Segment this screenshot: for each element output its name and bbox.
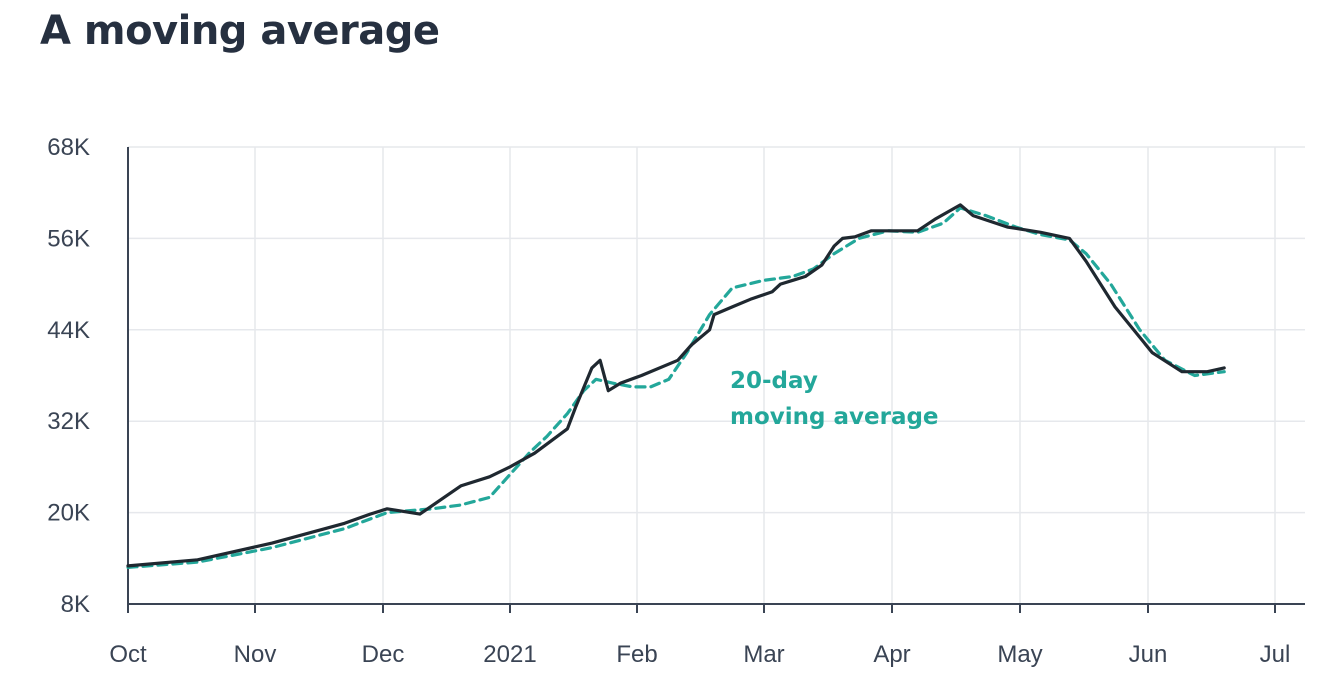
axes: 8K 20K 32K 44K 56K 68K Oct Nov Dec 2021 Feb Mar Apr M…: [47, 134, 1305, 668]
x-tick-label: Jun: [1129, 641, 1168, 668]
x-tick-label: May: [997, 641, 1042, 668]
moving-average-annotation: 20-day moving average: [730, 368, 939, 430]
page-title: A moving average: [40, 8, 440, 54]
annotation-line-1: 20-day: [730, 368, 818, 394]
y-tick-label: 32K: [47, 408, 90, 435]
moving-average-series: [126, 206, 1226, 569]
grid: [128, 146, 1305, 604]
y-tick-label: 20K: [47, 500, 90, 527]
x-tick-label: Apr: [873, 641, 910, 668]
series-group: [126, 203, 1226, 569]
x-tick-label: 2021: [483, 641, 536, 668]
x-tick-label: Jul: [1260, 641, 1291, 668]
y-tick-label: 8K: [61, 591, 90, 618]
y-tick-label: 44K: [47, 317, 90, 344]
x-tick-label: Oct: [109, 641, 147, 668]
annotation-line-2: moving average: [730, 404, 939, 430]
y-tick-label: 68K: [47, 134, 90, 161]
x-tick-label: Mar: [743, 641, 784, 668]
x-tick-label: Feb: [616, 641, 657, 668]
price-line-series: [126, 203, 1226, 568]
y-tick-label: 56K: [47, 225, 90, 252]
x-tick-label: Dec: [362, 641, 405, 668]
x-tick-label: Nov: [234, 641, 277, 668]
